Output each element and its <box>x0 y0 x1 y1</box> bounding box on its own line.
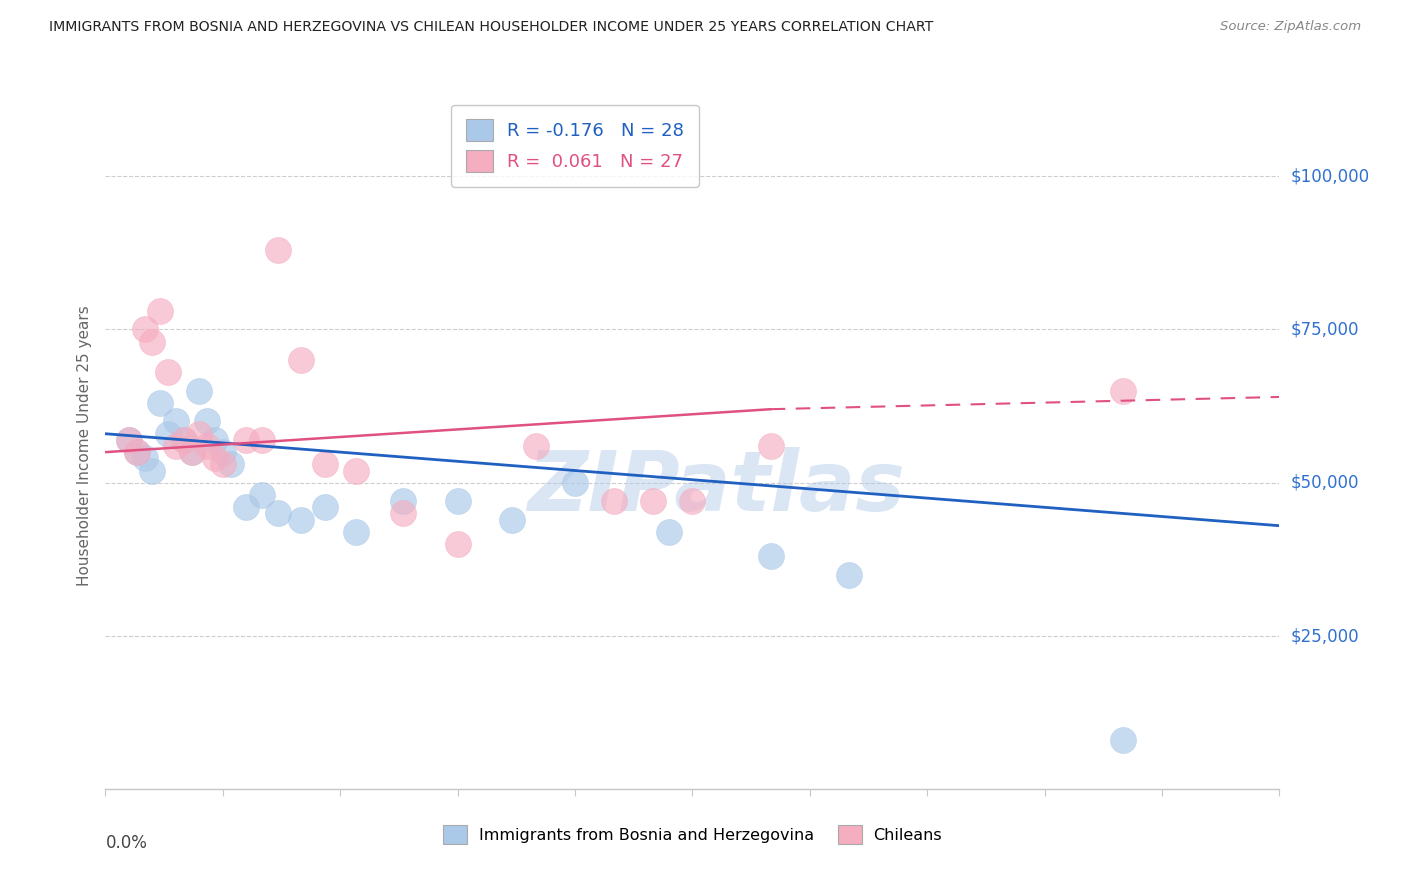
Point <box>759 549 782 564</box>
Point <box>211 445 233 459</box>
Point <box>290 512 312 526</box>
Point <box>838 567 860 582</box>
Point <box>149 396 172 410</box>
Point <box>118 433 141 447</box>
Point <box>141 464 163 478</box>
Point <box>204 433 226 447</box>
Point <box>603 494 626 508</box>
Point <box>344 524 367 539</box>
Point <box>149 304 172 318</box>
Point <box>250 488 273 502</box>
Point <box>165 414 187 429</box>
Point <box>141 334 163 349</box>
Point <box>157 366 180 380</box>
Point <box>188 384 211 398</box>
Text: 0.0%: 0.0% <box>105 834 148 852</box>
Point <box>173 433 195 447</box>
Legend: Immigrants from Bosnia and Herzegovina, Chileans: Immigrants from Bosnia and Herzegovina, … <box>437 819 948 850</box>
Point <box>195 414 218 429</box>
Point <box>219 458 242 472</box>
Point <box>235 433 257 447</box>
Point <box>501 512 523 526</box>
Point <box>157 426 180 441</box>
Point <box>759 439 782 453</box>
Point <box>344 464 367 478</box>
Point <box>211 458 233 472</box>
Point <box>290 353 312 368</box>
Point <box>195 439 218 453</box>
Point <box>165 439 187 453</box>
Point <box>447 494 470 508</box>
Point <box>125 445 148 459</box>
Point <box>314 458 336 472</box>
Point <box>564 475 586 490</box>
Point <box>125 445 148 459</box>
Point <box>447 537 470 551</box>
Point <box>524 439 547 453</box>
Point <box>134 322 156 336</box>
Point <box>266 243 288 257</box>
Text: $75,000: $75,000 <box>1291 320 1360 338</box>
Text: Source: ZipAtlas.com: Source: ZipAtlas.com <box>1220 20 1361 33</box>
Text: ZIPatlas: ZIPatlas <box>527 447 905 528</box>
Point <box>250 433 273 447</box>
Point <box>188 426 211 441</box>
Point <box>266 507 288 521</box>
Point <box>643 494 665 508</box>
Point <box>1112 384 1135 398</box>
Point <box>1112 733 1135 747</box>
Point <box>314 500 336 515</box>
Point <box>392 507 415 521</box>
Point <box>134 451 156 466</box>
Point <box>173 433 195 447</box>
Y-axis label: Householder Income Under 25 years: Householder Income Under 25 years <box>76 306 91 586</box>
Point <box>682 494 704 508</box>
Text: $50,000: $50,000 <box>1291 474 1360 491</box>
Text: IMMIGRANTS FROM BOSNIA AND HERZEGOVINA VS CHILEAN HOUSEHOLDER INCOME UNDER 25 YE: IMMIGRANTS FROM BOSNIA AND HERZEGOVINA V… <box>49 20 934 34</box>
Point <box>392 494 415 508</box>
Text: $100,000: $100,000 <box>1291 167 1369 186</box>
Point <box>204 451 226 466</box>
Point <box>235 500 257 515</box>
Point <box>658 524 681 539</box>
Text: $25,000: $25,000 <box>1291 627 1360 645</box>
Point <box>180 445 202 459</box>
Point <box>118 433 141 447</box>
Point <box>180 445 202 459</box>
